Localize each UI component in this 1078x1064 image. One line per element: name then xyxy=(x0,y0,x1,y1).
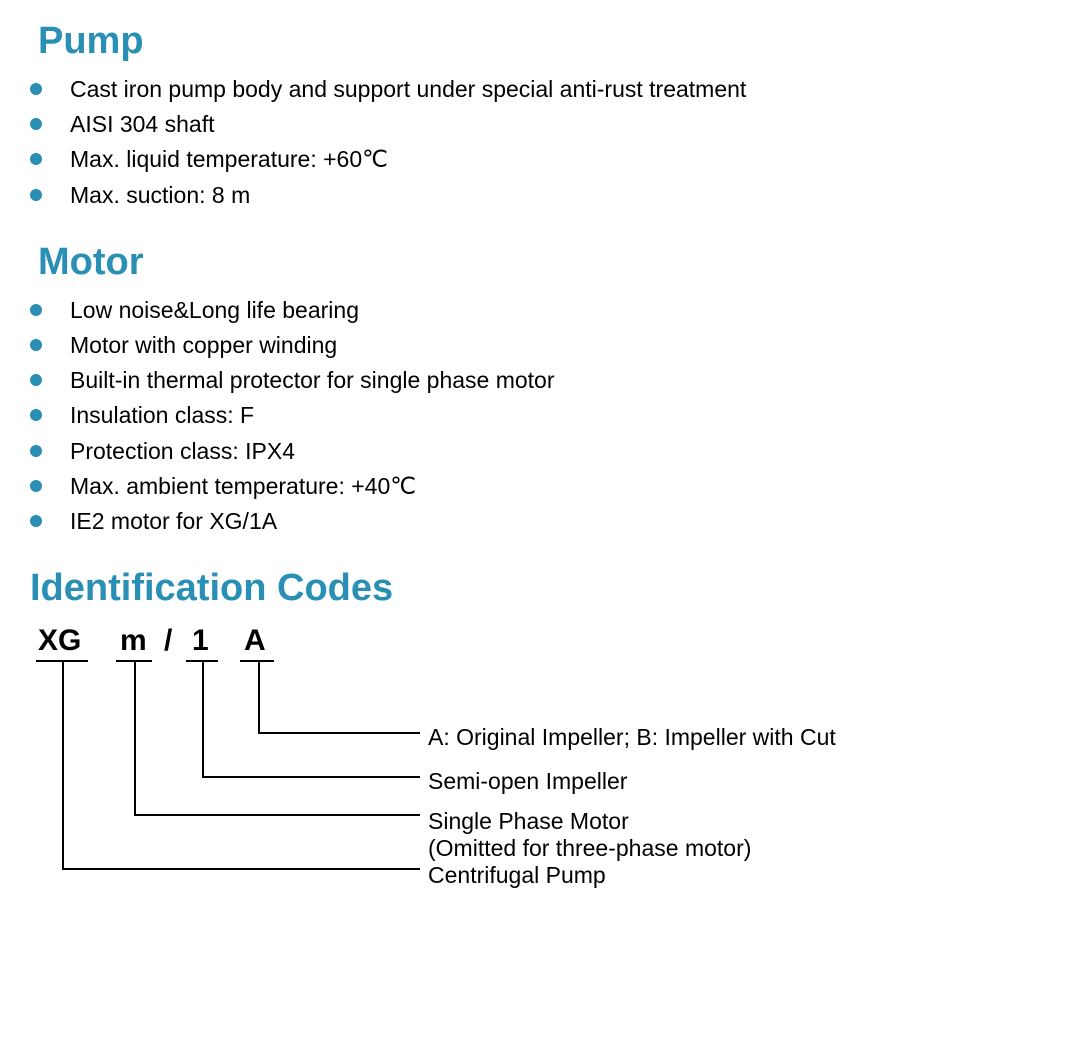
identification-title: Identification Codes xyxy=(30,567,1048,610)
code-part-label: A xyxy=(244,624,266,658)
code-connector-horizontal xyxy=(258,732,420,734)
bullet-icon xyxy=(30,118,42,130)
bullet-icon xyxy=(30,83,42,95)
list-item: Built-in thermal protector for single ph… xyxy=(30,364,1048,396)
bullet-icon xyxy=(30,409,42,421)
bullet-list: Low noise&Long life bearingMotor with co… xyxy=(30,294,1048,537)
code-connector-vertical xyxy=(258,660,260,732)
code-part-label: 1 xyxy=(192,624,209,658)
list-item: Max. liquid temperature: +60℃ xyxy=(30,143,1048,175)
bullet-list: Cast iron pump body and support under sp… xyxy=(30,73,1048,211)
code-connector-horizontal xyxy=(202,776,420,778)
bullet-text: Max. suction: 8 m xyxy=(70,179,250,211)
code-connector-vertical xyxy=(62,660,64,868)
bullet-text: Insulation class: F xyxy=(70,399,254,431)
bullet-text: Motor with copper winding xyxy=(70,329,337,361)
list-item: IE2 motor for XG/1A xyxy=(30,505,1048,537)
bullet-icon xyxy=(30,189,42,201)
code-connector-vertical xyxy=(134,660,136,814)
bullet-icon xyxy=(30,304,42,316)
section: Pump Cast iron pump body and support unde… xyxy=(30,20,1048,211)
code-part-label: / xyxy=(164,624,172,658)
bullet-text: Built-in thermal protector for single ph… xyxy=(70,364,555,396)
identification-diagram: XG Centrifugal Pump m Single Phase Motor(Om… xyxy=(30,624,1048,904)
bullet-text: AISI 304 shaft xyxy=(70,108,214,140)
section: Motor Low noise&Long life bearingMotor wi… xyxy=(30,241,1048,537)
bullet-icon xyxy=(30,480,42,492)
code-description: Single Phase Motor(Omitted for three-pha… xyxy=(428,808,751,861)
bullet-icon xyxy=(30,153,42,165)
code-connector-horizontal xyxy=(134,814,420,816)
bullet-text: Max. ambient temperature: +40℃ xyxy=(70,470,416,502)
code-connector-horizontal xyxy=(62,868,420,870)
bullet-icon xyxy=(30,339,42,351)
bullet-icon xyxy=(30,445,42,457)
section-title: Motor xyxy=(38,241,1048,284)
code-part-label: m xyxy=(120,624,147,658)
bullet-icon xyxy=(30,515,42,527)
list-item: Cast iron pump body and support under sp… xyxy=(30,73,1048,105)
code-description: Semi-open Impeller xyxy=(428,768,627,794)
list-item: Motor with copper winding xyxy=(30,329,1048,361)
list-item: Low noise&Long life bearing xyxy=(30,294,1048,326)
list-item: Insulation class: F xyxy=(30,399,1048,431)
list-item: Max. suction: 8 m xyxy=(30,179,1048,211)
code-connector-vertical xyxy=(202,660,204,776)
code-underline xyxy=(240,660,274,662)
list-item: Max. ambient temperature: +40℃ xyxy=(30,470,1048,502)
list-item: AISI 304 shaft xyxy=(30,108,1048,140)
section-title: Pump xyxy=(38,20,1048,63)
bullet-text: Low noise&Long life bearing xyxy=(70,294,359,326)
code-part-label: XG xyxy=(38,624,81,658)
bullet-icon xyxy=(30,374,42,386)
bullet-text: Max. liquid temperature: +60℃ xyxy=(70,143,388,175)
list-item: Protection class: IPX4 xyxy=(30,435,1048,467)
code-description: A: Original Impeller; B: Impeller with C… xyxy=(428,724,836,750)
bullet-text: Cast iron pump body and support under sp… xyxy=(70,73,746,105)
bullet-text: IE2 motor for XG/1A xyxy=(70,505,277,537)
code-description: Centrifugal Pump xyxy=(428,862,606,888)
bullet-text: Protection class: IPX4 xyxy=(70,435,295,467)
